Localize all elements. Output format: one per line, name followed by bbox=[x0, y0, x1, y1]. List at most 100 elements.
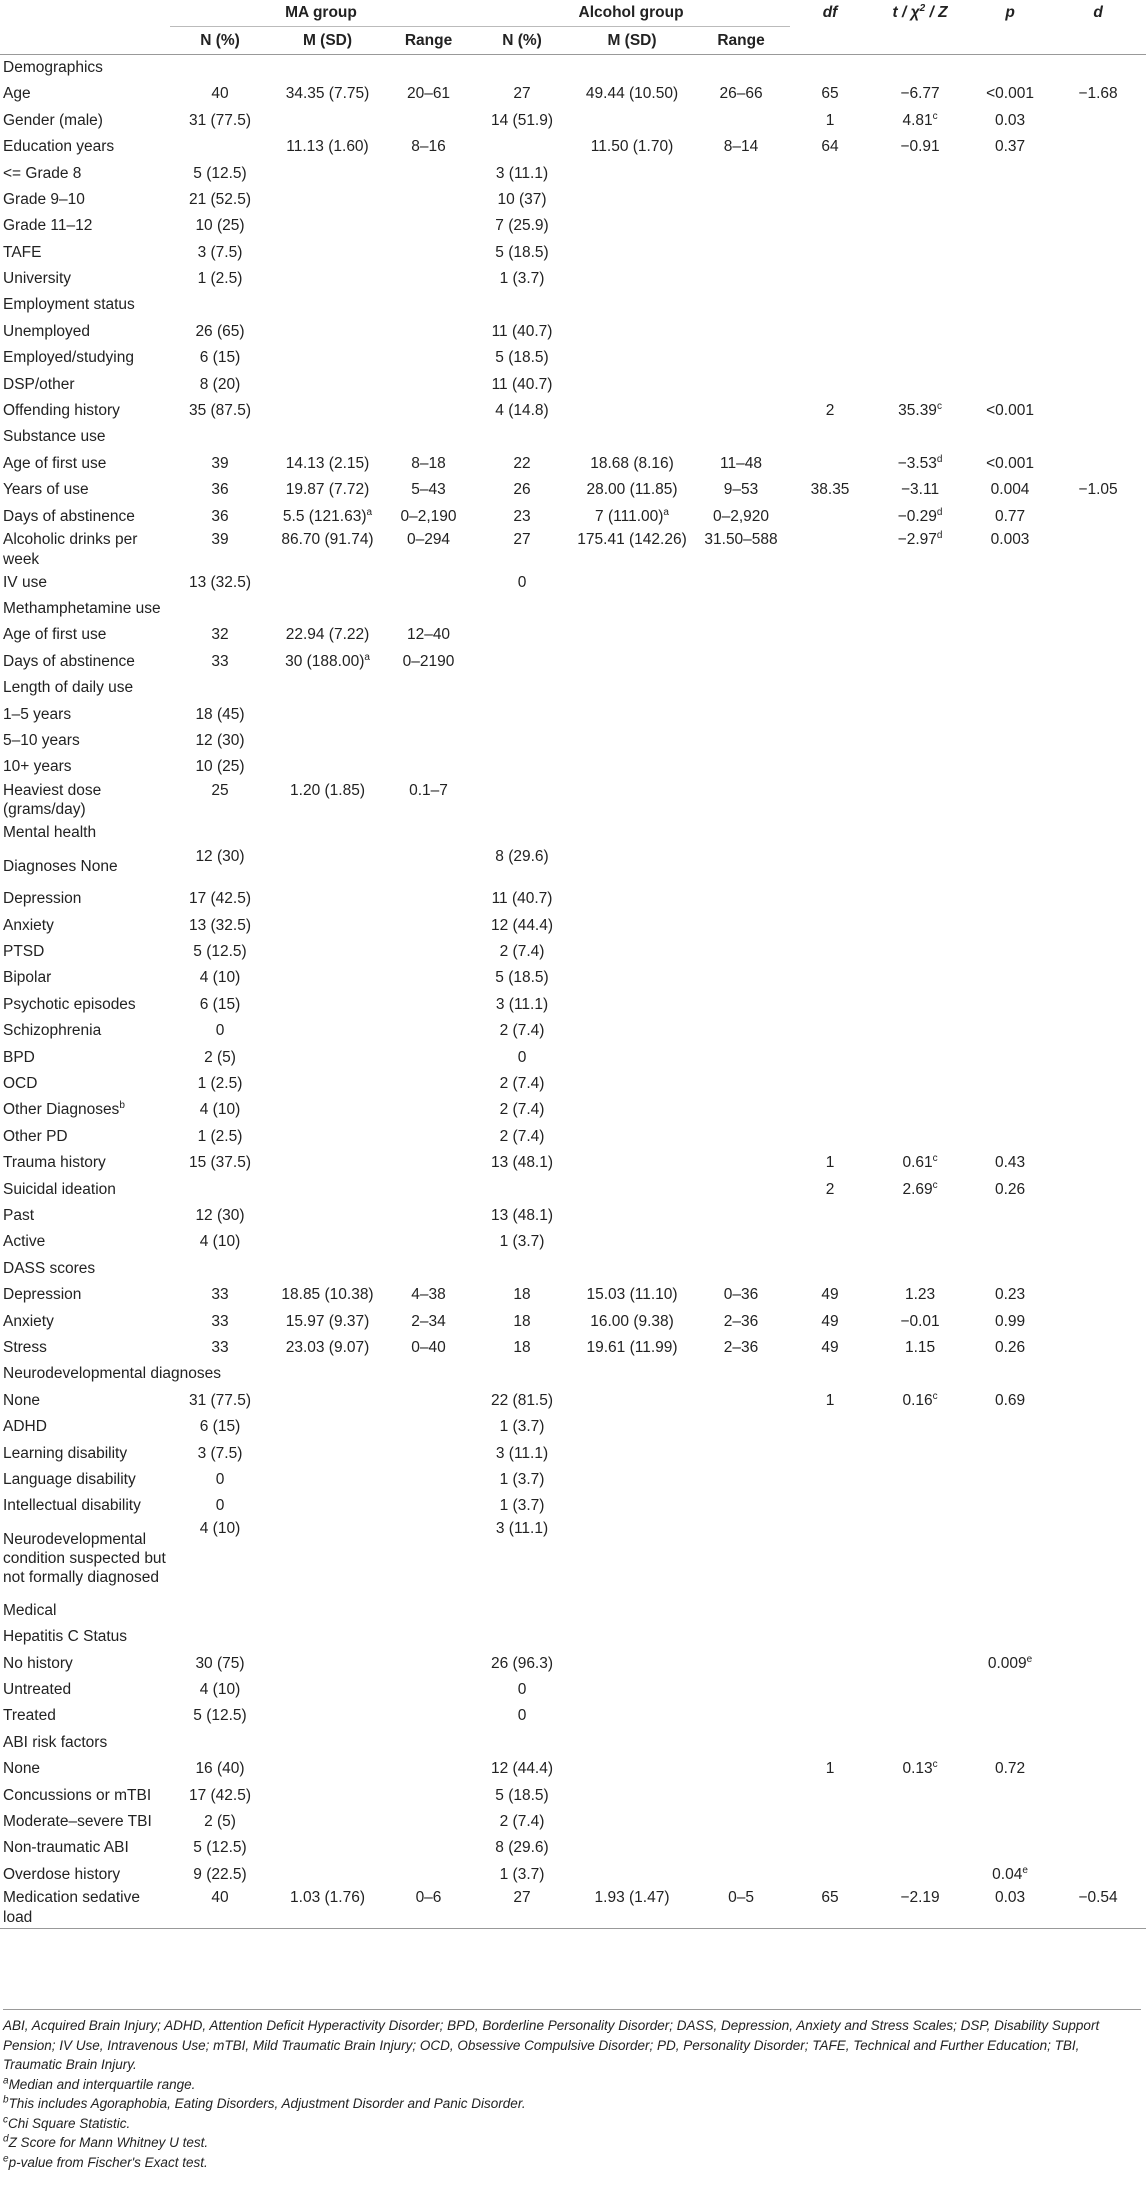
test-statistic-cell bbox=[870, 1677, 970, 1703]
alcohol-range-cell bbox=[692, 1650, 790, 1676]
ma-n-cell: 10 (25) bbox=[195, 217, 245, 235]
ma-n-cell: 12 (30) bbox=[195, 731, 245, 749]
ma-msd-cell bbox=[270, 754, 385, 780]
alcohol-msd-cell bbox=[572, 820, 692, 846]
alcohol-range-cell bbox=[692, 1071, 790, 1097]
df-cell bbox=[790, 886, 870, 912]
ma-n-cell: 36 bbox=[211, 481, 229, 499]
df-cell bbox=[790, 530, 870, 570]
alcohol-range-cell bbox=[692, 1044, 790, 1070]
ma-range-cell bbox=[385, 1650, 472, 1676]
p-value-cell: 0.03 bbox=[994, 111, 1026, 129]
df-cell bbox=[790, 345, 870, 371]
ma-range-cell bbox=[385, 424, 472, 450]
df-cell bbox=[790, 1203, 870, 1229]
ma-range-cell bbox=[385, 1624, 472, 1650]
ma-n-cell: 8 (20) bbox=[199, 375, 241, 393]
alcohol-msd-cell: 11.50 (1.70) bbox=[590, 138, 674, 156]
ma-msd-cell bbox=[270, 292, 385, 318]
p-value-cell bbox=[970, 1467, 1050, 1493]
p-value-cell bbox=[970, 1677, 1050, 1703]
df-cell bbox=[790, 1097, 870, 1123]
test-statistic-cell bbox=[870, 1018, 970, 1044]
table-row: Overdose history 9 (22.5) 1 (3.7) 0.04e bbox=[0, 1862, 1146, 1888]
row-label: Alcoholic drinks per week bbox=[3, 531, 138, 568]
footnote-c: cChi Square Statistic. bbox=[3, 2114, 131, 2131]
p-value-cell bbox=[970, 1414, 1050, 1440]
alcohol-msd-cell bbox=[572, 1018, 692, 1044]
ma-n-cell: 39 bbox=[211, 530, 229, 548]
effect-size-cell bbox=[1050, 1624, 1146, 1650]
alcohol-range-cell bbox=[692, 1256, 790, 1282]
p-header: p bbox=[1005, 4, 1015, 22]
effect-size-cell bbox=[1050, 1598, 1146, 1624]
ma-n-cell: 13 (32.5) bbox=[188, 573, 252, 591]
p-value-cell: 0.003 bbox=[990, 530, 1030, 548]
row-label: Hepatitis C Status bbox=[3, 1628, 128, 1646]
ma-n-cell: 32 bbox=[211, 626, 229, 644]
df-cell bbox=[790, 1519, 870, 1597]
alcohol-range-cell: 11–48 bbox=[720, 454, 762, 472]
alcohol-n-cell: 4 (14.8) bbox=[495, 402, 549, 420]
df-cell bbox=[790, 1229, 870, 1255]
effect-size-cell bbox=[1050, 992, 1146, 1018]
df-cell bbox=[790, 1256, 870, 1282]
ma-msd-cell bbox=[270, 424, 385, 450]
alcohol-msd-cell bbox=[572, 213, 692, 239]
table-row: Heaviest dose (grams/day) 25 1.20 (1.85) 0.… bbox=[0, 781, 1146, 821]
row-label: Non-traumatic ABI bbox=[3, 1839, 129, 1857]
p-value-cell bbox=[970, 319, 1050, 345]
test-statistic-cell bbox=[870, 1782, 970, 1808]
p-value-cell bbox=[970, 596, 1050, 622]
row-label: Learning disability bbox=[3, 1444, 128, 1462]
alcohol-n-cell: 18 bbox=[513, 1286, 531, 1304]
p-value-cell bbox=[970, 1440, 1050, 1466]
row-label: DSP/other bbox=[3, 375, 75, 393]
alcohol-range-cell bbox=[692, 1624, 790, 1650]
ma-msd-cell bbox=[270, 1467, 385, 1493]
alcohol-n-cell: 2 (7.4) bbox=[499, 943, 545, 961]
p-value-cell bbox=[970, 1203, 1050, 1229]
alcohol-msd-cell: 7 (111.00)a bbox=[595, 506, 669, 525]
table-row: Neurodevelopmental condition suspected b… bbox=[0, 1519, 1146, 1597]
alcohol-msd-cell bbox=[572, 345, 692, 371]
test-statistic-cell bbox=[870, 1862, 970, 1888]
alcohol-msd-cell bbox=[572, 1782, 692, 1808]
alcohol-range-cell: 26–66 bbox=[719, 85, 763, 103]
alcohol-range-cell bbox=[692, 54, 790, 81]
effect-size-cell bbox=[1050, 108, 1146, 134]
table-row: Employment status bbox=[0, 292, 1146, 318]
ma-n-cell: 15 (37.5) bbox=[188, 1154, 252, 1172]
table-row: Untreated 4 (10) 0 bbox=[0, 1677, 1146, 1703]
ma-range-cell bbox=[385, 1440, 472, 1466]
alcohol-msd-cell bbox=[572, 939, 692, 965]
alcohol-n-cell: 0 bbox=[517, 1681, 527, 1699]
ma-n-cell: 4 (10) bbox=[199, 969, 241, 987]
table-row: PTSD 5 (12.5) 2 (7.4) bbox=[0, 939, 1146, 965]
test-statistic-cell: 0.61c bbox=[902, 1153, 938, 1172]
ma-msd-cell: 15.97 (9.37) bbox=[285, 1312, 370, 1330]
ma-n-cell: 4 (10) bbox=[199, 1101, 241, 1119]
effect-size-cell bbox=[1050, 1519, 1146, 1597]
ma-msd-cell bbox=[270, 1440, 385, 1466]
p-value-cell: <0.001 bbox=[986, 85, 1034, 103]
row-label: Days of abstinence bbox=[3, 652, 135, 670]
p-value-cell: 0.03 bbox=[970, 1887, 1051, 1929]
alcohol-n-cell: 13 (48.1) bbox=[490, 1154, 554, 1172]
row-label: Active bbox=[3, 1233, 46, 1251]
table-row: IV use 13 (32.5) 0 bbox=[0, 569, 1146, 595]
alcohol-range-cell: 2–36 bbox=[723, 1338, 759, 1356]
df-cell bbox=[790, 424, 870, 450]
ma-n-cell: 6 (15) bbox=[199, 1418, 241, 1436]
row-label: Offending history bbox=[3, 402, 120, 420]
ma-n-cell: 12 (30) bbox=[195, 1206, 245, 1224]
ma-n-cell: 0 bbox=[215, 1470, 225, 1488]
alcohol-range-cell bbox=[692, 728, 790, 754]
ma-n-cell: 39 bbox=[211, 454, 229, 472]
ma-range-cell bbox=[385, 820, 472, 846]
alcohol-range-cell bbox=[692, 424, 790, 450]
effect-size-cell bbox=[1050, 1282, 1146, 1308]
effect-size-cell bbox=[1050, 1044, 1146, 1070]
row-label: Medical bbox=[3, 1601, 57, 1619]
alcohol-n-cell: 2 (7.4) bbox=[499, 1812, 545, 1830]
